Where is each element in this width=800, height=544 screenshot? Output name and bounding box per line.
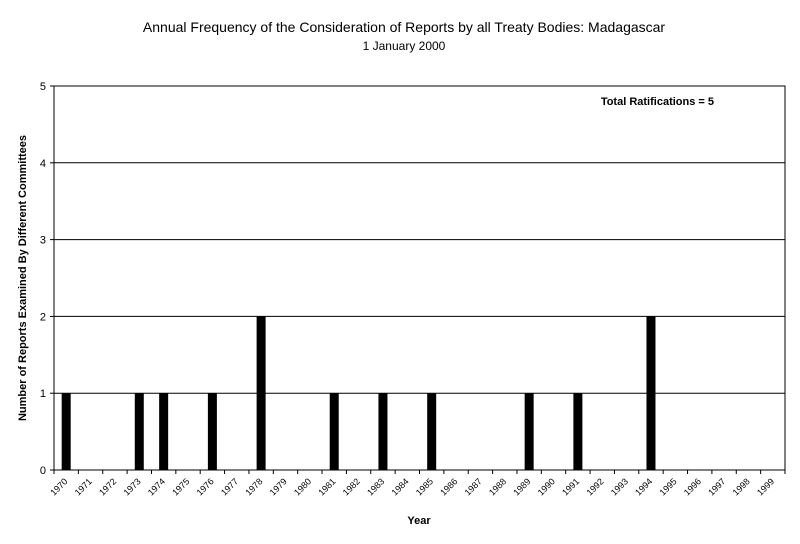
- x-tick-label-1996: 1996: [682, 476, 703, 497]
- x-tick-label-1973: 1973: [121, 476, 142, 497]
- y-tick-label: 1: [40, 388, 46, 400]
- chart-title: Annual Frequency of the Consideration of…: [143, 19, 666, 35]
- y-tick-label: 2: [40, 311, 46, 323]
- bar-1978: [256, 316, 266, 470]
- x-tick-label-1989: 1989: [511, 476, 532, 497]
- x-tick-label-1975: 1975: [170, 476, 191, 497]
- bar-1974: [159, 393, 169, 470]
- y-axis-label: Number of Reports Examined By Different …: [17, 135, 29, 421]
- x-tick-label-1999: 1999: [755, 476, 776, 497]
- x-tick-label-1988: 1988: [487, 476, 508, 497]
- x-tick-label-1974: 1974: [146, 476, 167, 497]
- bar-1970: [61, 393, 71, 470]
- bar-series: [61, 316, 656, 470]
- x-tick-label-1976: 1976: [195, 476, 216, 497]
- total-ratifications-annotation: Total Ratifications = 5: [601, 96, 714, 108]
- x-tick-label-1981: 1981: [316, 476, 337, 497]
- x-tick-label-1990: 1990: [536, 476, 557, 497]
- bar-1981: [329, 393, 339, 470]
- x-tick-labels: 1970 1971 1972 1973 1974 1975 1976 1977 1978 1979…: [48, 476, 776, 497]
- x-tick-label-1997: 1997: [706, 476, 727, 497]
- bar-1991: [573, 393, 583, 470]
- bar-1985: [427, 393, 437, 470]
- bar-1976: [207, 393, 217, 470]
- gridlines: [54, 85, 785, 394]
- x-tick-label-1987: 1987: [463, 476, 484, 497]
- x-tick-label-1978: 1978: [243, 476, 264, 497]
- x-axis-label: Year: [407, 515, 431, 527]
- bar-1973: [134, 393, 144, 470]
- bar-1994: [646, 316, 656, 470]
- x-tick-label-1991: 1991: [560, 476, 581, 497]
- x-tick-label-1983: 1983: [365, 476, 386, 497]
- x-tick-label-1971: 1971: [73, 476, 94, 497]
- x-tick-label-1972: 1972: [97, 476, 118, 497]
- y-tick-label: 0: [40, 465, 46, 477]
- x-tick-label-1979: 1979: [268, 476, 289, 497]
- x-tick-label-1992: 1992: [584, 476, 605, 497]
- y-tick-label: 4: [40, 158, 46, 170]
- x-tick-label-1993: 1993: [609, 476, 630, 497]
- axes: [50, 85, 786, 474]
- y-tick-labels: 0 1 2 3 4 5: [40, 81, 46, 477]
- x-tick-label-1970: 1970: [48, 476, 69, 497]
- x-tick-label-1985: 1985: [414, 476, 435, 497]
- x-tick-label-1998: 1998: [731, 476, 752, 497]
- chart-subtitle: 1 January 2000: [363, 39, 446, 53]
- x-tick-label-1982: 1982: [341, 476, 362, 497]
- x-tick-label-1986: 1986: [438, 476, 459, 497]
- bar-1989: [524, 393, 534, 470]
- y-tick-label: 5: [40, 81, 46, 93]
- y-tick-label: 3: [40, 235, 46, 247]
- x-tick-label-1984: 1984: [389, 476, 410, 497]
- x-tick-label-1977: 1977: [219, 476, 240, 497]
- bar-1983: [378, 393, 388, 470]
- x-tick-label-1980: 1980: [292, 476, 313, 497]
- x-tick-label-1995: 1995: [658, 476, 679, 497]
- x-tick-label-1994: 1994: [633, 476, 654, 497]
